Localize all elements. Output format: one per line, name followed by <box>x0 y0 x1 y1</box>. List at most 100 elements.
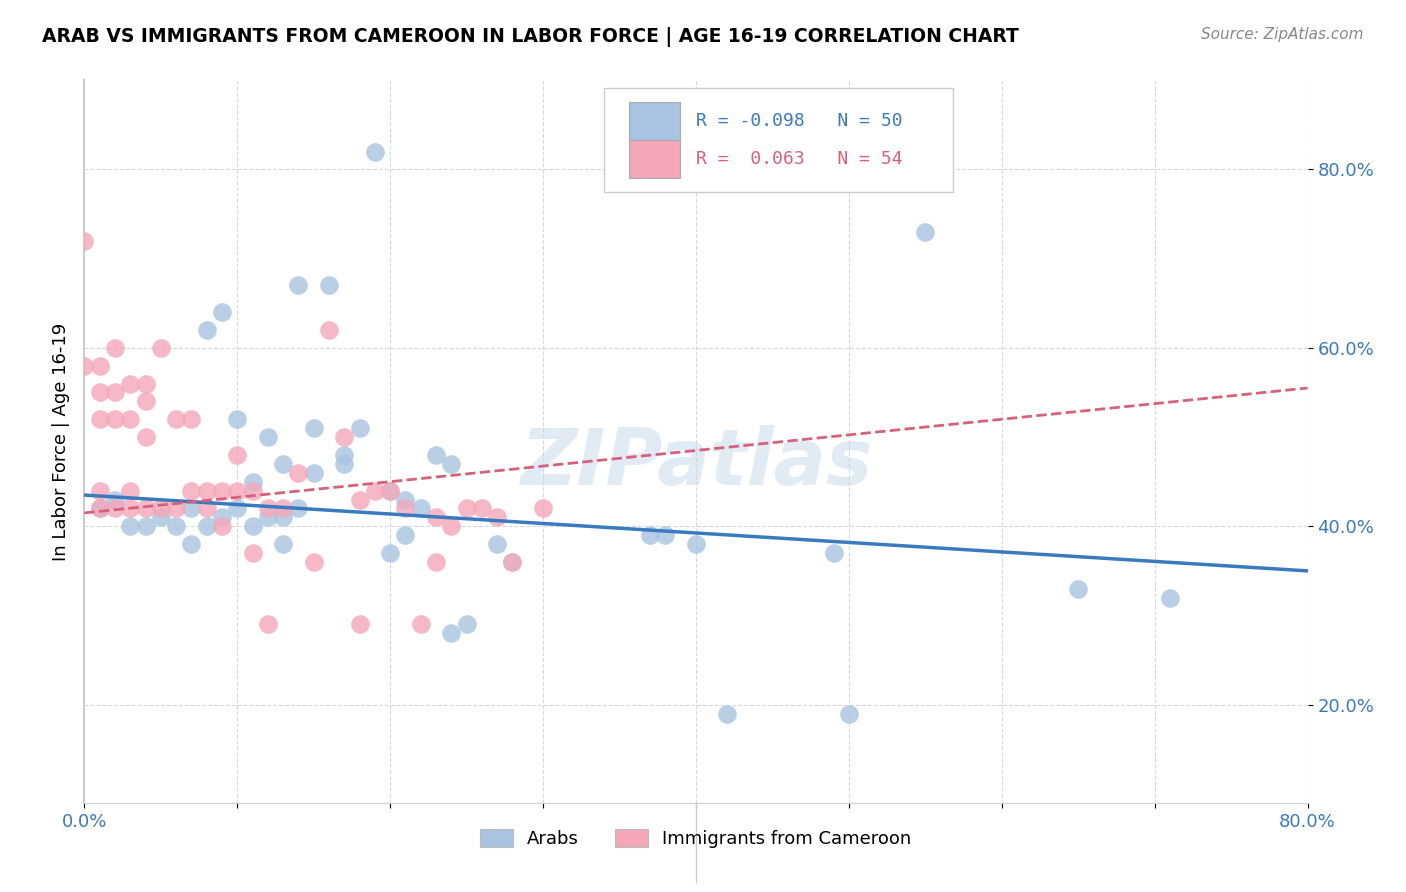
Point <box>486 537 509 551</box>
Point <box>1067 582 1090 596</box>
Point <box>180 412 202 426</box>
Point <box>486 510 509 524</box>
Point <box>271 501 294 516</box>
Point <box>349 492 371 507</box>
Point <box>394 501 416 516</box>
Point <box>257 617 280 632</box>
FancyBboxPatch shape <box>605 87 953 193</box>
Point <box>226 412 249 426</box>
FancyBboxPatch shape <box>628 102 681 139</box>
Point <box>89 501 111 516</box>
Text: Source: ZipAtlas.com: Source: ZipAtlas.com <box>1201 27 1364 42</box>
Point <box>211 510 233 524</box>
Point <box>380 546 402 560</box>
Point <box>195 483 218 498</box>
Point <box>838 706 860 721</box>
Point <box>242 475 264 489</box>
Point <box>73 359 96 373</box>
Point <box>271 510 294 524</box>
Point <box>89 483 111 498</box>
Legend: Arabs, Immigrants from Cameroon: Arabs, Immigrants from Cameroon <box>474 822 918 855</box>
Point <box>211 483 233 498</box>
Point <box>120 376 142 391</box>
Point <box>149 510 172 524</box>
Point <box>302 555 325 569</box>
Point <box>380 483 402 498</box>
Point <box>211 519 233 533</box>
Point <box>380 483 402 498</box>
Point <box>287 501 309 516</box>
Point <box>349 617 371 632</box>
Point <box>104 492 127 507</box>
Point <box>120 412 142 426</box>
Point <box>409 617 432 632</box>
Point <box>502 555 524 569</box>
Point <box>226 448 249 462</box>
Point <box>685 537 707 551</box>
Text: ZIPatlas: ZIPatlas <box>520 425 872 501</box>
Point <box>195 519 218 533</box>
Point <box>531 501 554 516</box>
Point <box>394 528 416 542</box>
Point <box>271 537 294 551</box>
Point <box>180 483 202 498</box>
Point <box>165 501 187 516</box>
Point <box>226 501 249 516</box>
Point <box>333 457 356 471</box>
Point <box>242 483 264 498</box>
Text: ARAB VS IMMIGRANTS FROM CAMEROON IN LABOR FORCE | AGE 16-19 CORRELATION CHART: ARAB VS IMMIGRANTS FROM CAMEROON IN LABO… <box>42 27 1019 46</box>
Point <box>149 501 172 516</box>
Point <box>287 466 309 480</box>
Point <box>302 466 325 480</box>
Point <box>654 528 676 542</box>
Point <box>120 483 142 498</box>
Point <box>89 359 111 373</box>
Point <box>180 537 202 551</box>
Point <box>318 323 340 337</box>
Point <box>394 492 416 507</box>
Point <box>318 278 340 293</box>
Point <box>440 626 463 640</box>
Point <box>104 501 127 516</box>
Point <box>440 519 463 533</box>
FancyBboxPatch shape <box>628 140 681 178</box>
Point <box>425 555 447 569</box>
Point <box>73 234 96 248</box>
Point <box>165 412 187 426</box>
Text: R =  0.063   N = 54: R = 0.063 N = 54 <box>696 150 903 168</box>
Point <box>226 483 249 498</box>
Point <box>104 385 127 400</box>
Point <box>120 519 142 533</box>
Point <box>502 555 524 569</box>
Point <box>135 376 157 391</box>
Point <box>287 278 309 293</box>
Point <box>149 341 172 355</box>
Point <box>333 430 356 444</box>
Point <box>1159 591 1181 605</box>
Point <box>302 421 325 435</box>
Point <box>364 145 387 159</box>
Point <box>364 483 387 498</box>
Point <box>242 519 264 533</box>
Point <box>349 421 371 435</box>
Point <box>257 430 280 444</box>
Y-axis label: In Labor Force | Age 16-19: In Labor Force | Age 16-19 <box>52 322 70 561</box>
Point <box>104 412 127 426</box>
Point <box>257 510 280 524</box>
Point <box>195 501 218 516</box>
Point <box>914 225 936 239</box>
Point <box>135 519 157 533</box>
Point <box>471 501 494 516</box>
Point <box>120 501 142 516</box>
Point <box>638 528 661 542</box>
Point <box>257 501 280 516</box>
Point <box>165 519 187 533</box>
Point <box>135 501 157 516</box>
Point <box>89 385 111 400</box>
Point <box>409 501 432 516</box>
Point <box>425 448 447 462</box>
Point <box>195 323 218 337</box>
Point <box>271 457 294 471</box>
Point <box>425 510 447 524</box>
Point <box>456 617 478 632</box>
